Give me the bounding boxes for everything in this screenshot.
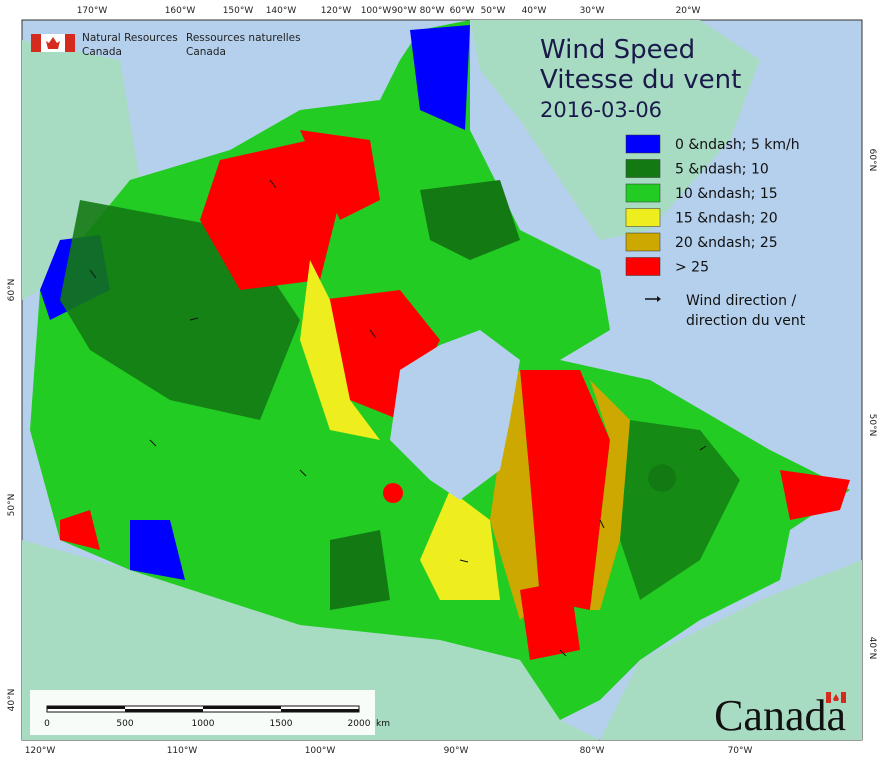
date: 2016-03-06: [540, 98, 662, 122]
graticule-label: 170°W: [77, 6, 108, 16]
nrcan-flag: [31, 34, 75, 52]
graticule-label: 120°W: [321, 6, 352, 16]
graticule-labels: 170°W 160°W 150°W 140°W 120°W 100°W 90°W 80°W 60…: [7, 6, 877, 756]
legend-label: 20 &ndash; 25: [675, 235, 778, 251]
graticule-label: 60°N: [867, 149, 877, 172]
legend: 0 &ndash; 5 km/h 5 &ndash; 10 10 &ndash; 1…: [625, 134, 806, 329]
org-en: Natural Resources: [82, 32, 178, 44]
org-en: Canada: [82, 46, 122, 58]
graticule-label: 60°N: [7, 279, 17, 302]
graticule-label: 80°W: [580, 746, 605, 756]
legend-swatch: [625, 183, 661, 203]
legend-arrow-head: [657, 296, 661, 302]
scale-label: 1500: [270, 719, 293, 729]
scale-label: 1000: [192, 719, 215, 729]
org-fr: Canada: [186, 46, 226, 58]
graticule-label: 100°W: [361, 6, 392, 16]
legend-label: > 25: [675, 260, 709, 276]
graticule-label: 120°W: [25, 746, 56, 756]
legend-label: 0 &ndash; 5 km/h: [675, 137, 800, 153]
graticule-label: 160°W: [165, 6, 196, 16]
legend-label: 15 &ndash; 20: [675, 211, 778, 227]
graticule-label: 90°W: [444, 746, 469, 756]
graticule-label: 60°W: [450, 6, 475, 16]
graticule-label: 70°W: [728, 746, 753, 756]
title: Wind Speed: [540, 35, 695, 65]
graticule-label: 40°N: [7, 689, 17, 712]
graticule-label: 20°W: [676, 6, 701, 16]
scale-label: 0: [44, 719, 50, 729]
graticule-label: 80°W: [420, 6, 445, 16]
graticule-label: 50°N: [867, 414, 877, 437]
legend-label: 5 &ndash; 10: [675, 162, 769, 178]
graticule-label: 110°W: [167, 746, 198, 756]
scale-labels: 0 500 1000 1500 2000 km: [44, 719, 390, 729]
graticule-label: 30°W: [580, 6, 605, 16]
graticule-label: 50°W: [481, 6, 506, 16]
legend-label: direction du vent: [686, 313, 806, 329]
graticule-label: 140°W: [266, 6, 297, 16]
graticule-label: 100°W: [305, 746, 336, 756]
legend-swatch: [625, 159, 661, 178]
scale-unit: km: [376, 719, 390, 729]
graticule-label: 150°W: [223, 6, 254, 16]
map-frame: [21, 19, 863, 741]
wordmark: Canada: [714, 691, 846, 740]
graticule-label: 40°W: [522, 6, 547, 16]
graticule-label: 40°N: [867, 637, 877, 660]
legend-swatch: [625, 208, 661, 227]
org-fr: Ressources naturelles: [186, 32, 301, 44]
scale-label: 2000: [348, 719, 371, 729]
legend-label: Wind direction /: [686, 293, 796, 309]
legend-swatch: [625, 134, 661, 154]
graticule-label: 50°N: [7, 494, 17, 517]
scale-label: 500: [116, 719, 133, 729]
wordmark-flag: [826, 692, 846, 703]
scale-bar: [30, 690, 375, 735]
legend-swatch: [625, 232, 661, 252]
graticule-label: 90°W: [392, 6, 417, 16]
legend-label: 10 &ndash; 15: [675, 186, 778, 202]
title: Vitesse du vent: [540, 65, 741, 95]
legend-swatch: [625, 257, 661, 276]
